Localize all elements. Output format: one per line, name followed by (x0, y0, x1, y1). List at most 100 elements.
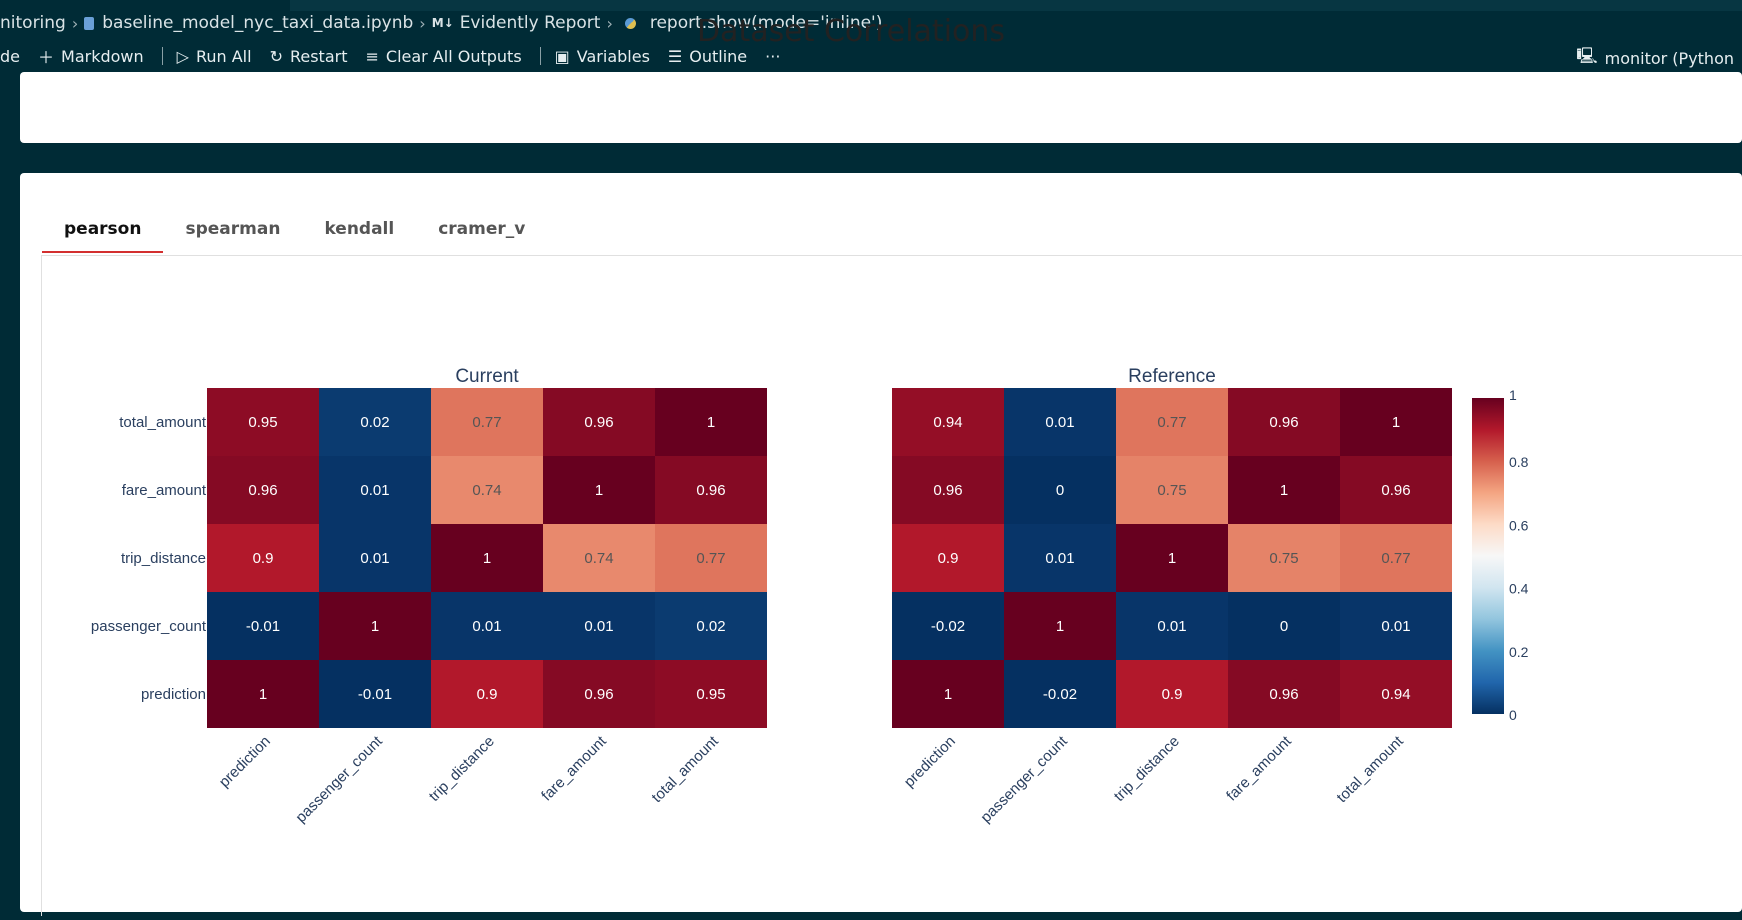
heatmap-cell[interactable] (431, 524, 543, 592)
run-all-button[interactable]: ▷ Run All (177, 47, 252, 66)
heatmap-cell-value: 0.9 (938, 550, 959, 567)
heatmap-cell-value: 0.95 (248, 414, 277, 431)
restart-button[interactable]: ↻ Restart (270, 47, 348, 66)
kernel-picker[interactable]: 🖳 monitor (Python (1576, 45, 1734, 72)
plus-icon: ＋ (38, 48, 55, 67)
colorbar-tick-label: 0 (1509, 707, 1517, 723)
heatmap-cell[interactable] (1004, 388, 1116, 456)
breadcrumb-markdown-cell[interactable]: M↓ Evidently Report (432, 13, 601, 33)
heatmap-cell[interactable] (892, 524, 1004, 592)
heatmap-cell[interactable] (892, 660, 1004, 728)
heatmap-cell[interactable] (1116, 388, 1228, 456)
heatmap-cell[interactable] (207, 524, 319, 592)
heatmap-cell-value: 0.01 (360, 482, 389, 499)
heatmap-cell-value: 0.02 (696, 618, 725, 635)
heatmap-cell[interactable] (431, 592, 543, 660)
heatmap-cell-value: 0.01 (1157, 618, 1186, 635)
heatmap-cell-value: 1 (259, 686, 267, 703)
tab-kendall[interactable]: kendall (324, 219, 395, 239)
y-tick-label: fare_amount (122, 482, 207, 499)
variables-label: Variables (576, 46, 650, 66)
x-tick-label: prediction (901, 733, 959, 791)
heatmap-cell[interactable] (655, 660, 767, 728)
heatmap-cell[interactable] (1340, 388, 1452, 456)
heatmap-cell[interactable] (1004, 524, 1116, 592)
heatmap-cell[interactable] (892, 388, 1004, 456)
heatmap-cell-value: 1 (707, 414, 715, 431)
heatmap-cell[interactable] (543, 456, 655, 524)
heatmap-cell-value: 0.77 (472, 414, 501, 431)
correlation-tabs: pearson spearman kendall cramer_v (42, 203, 547, 253)
heatmap-cell[interactable] (1228, 592, 1340, 660)
heatmap-cell[interactable] (431, 388, 543, 456)
heatmap-cell[interactable] (1340, 592, 1452, 660)
restart-icon: ↻ (269, 46, 283, 66)
heatmap-cell[interactable] (892, 592, 1004, 660)
x-tick-label: prediction (216, 733, 274, 791)
tab-spearman[interactable]: spearman (185, 219, 281, 239)
heatmap-cell[interactable] (655, 456, 767, 524)
x-tick-label: fare_amount (538, 732, 610, 804)
clear-all-outputs-button[interactable]: ≡ Clear All Outputs (365, 47, 521, 66)
heatmap-cell[interactable] (319, 660, 431, 728)
colorbar-tick-label: 0.4 (1509, 581, 1529, 597)
variables-button[interactable]: ▣ Variables (555, 47, 650, 66)
heatmap-cell[interactable] (431, 660, 543, 728)
add-markdown-label: Markdown (61, 46, 144, 66)
add-markdown-button[interactable]: ＋ Markdown (38, 44, 144, 68)
heatmap-cell[interactable] (1004, 660, 1116, 728)
tab-pearson[interactable]: pearson (42, 203, 164, 253)
heatmap-cell[interactable] (1116, 592, 1228, 660)
tab-panel: Current 0.95 0.02 0.77 0.96 1 0.96 0.01 0.74 1 0.9… (41, 255, 1742, 916)
heatmap-cell[interactable] (207, 592, 319, 660)
code-button[interactable]: de (0, 47, 20, 66)
heatmap-cell[interactable] (207, 388, 319, 456)
colorbar-tick-label: 0.2 (1509, 644, 1529, 660)
heatmap-cell[interactable] (1228, 524, 1340, 592)
breadcrumb-notebook[interactable]: baseline_model_nyc_taxi_data.ipynb (84, 13, 413, 33)
heatmap-cell[interactable] (319, 388, 431, 456)
heatmap-cell[interactable] (1004, 592, 1116, 660)
heatmap-cell[interactable] (1340, 524, 1452, 592)
heatmap-cell[interactable] (655, 592, 767, 660)
heatmap-cell[interactable] (655, 524, 767, 592)
colorbar-tick-label: 0.8 (1509, 454, 1529, 470)
more-actions-button[interactable]: ··· (765, 47, 780, 66)
heatmap-cell[interactable] (1228, 660, 1340, 728)
heatmap-cell[interactable] (543, 524, 655, 592)
heatmap-cell-value: 1 (483, 550, 491, 567)
heatmap-cell[interactable] (1228, 456, 1340, 524)
heatmap-cell[interactable] (319, 592, 431, 660)
heatmap-cell[interactable] (1116, 524, 1228, 592)
heatmap-cell[interactable] (207, 456, 319, 524)
heatmap-cell[interactable] (1340, 456, 1452, 524)
outline-button[interactable]: ☰ Outline (668, 47, 747, 66)
heatmap-cell[interactable] (319, 524, 431, 592)
heatmap-cell[interactable] (431, 456, 543, 524)
tab-cramer-v[interactable]: cramer_v (438, 219, 526, 239)
heatmap-cell[interactable] (892, 456, 1004, 524)
heatmap-cell[interactable] (1116, 660, 1228, 728)
heatmap-cell[interactable] (1228, 388, 1340, 456)
heatmap-cell[interactable] (1004, 456, 1116, 524)
kernel-label: monitor (Python (1604, 49, 1734, 68)
y-tick-label: trip_distance (121, 550, 206, 567)
colorbar (1472, 398, 1504, 714)
heatmap-cell-value: 1 (1056, 618, 1064, 635)
heatmap-cell[interactable] (1116, 456, 1228, 524)
breadcrumb-folder[interactable]: nitoring (0, 13, 66, 33)
heatmap-cell[interactable] (543, 660, 655, 728)
heatmap-cell[interactable] (543, 388, 655, 456)
breadcrumb: nitoring › baseline_model_nyc_taxi_data.… (0, 0, 1742, 46)
breadcrumb-code-cell[interactable]: report.show(mode='inline') (619, 13, 882, 33)
x-tick-label: trip_distance (426, 733, 498, 805)
heatmap-cell[interactable] (319, 456, 431, 524)
heatmap-cell-value: 0.74 (584, 550, 613, 567)
heatmap-cell[interactable] (655, 388, 767, 456)
heatmap-cell-value: 0.75 (1157, 482, 1186, 499)
heatmap-cell[interactable] (543, 592, 655, 660)
heatmap-cell[interactable] (207, 660, 319, 728)
heatmap-cell-value: 0 (1056, 482, 1064, 499)
heatmap-cell[interactable] (1340, 660, 1452, 728)
heatmap-cell-value: 1 (371, 618, 379, 635)
